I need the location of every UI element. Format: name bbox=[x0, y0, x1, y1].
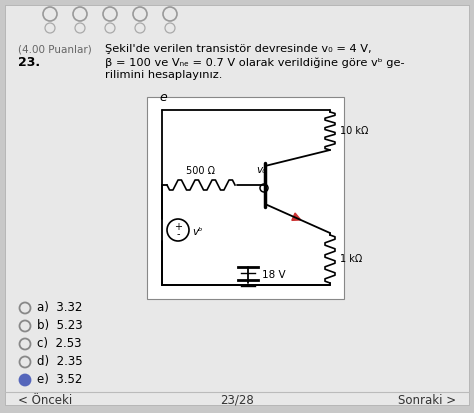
Text: a)  3.32: a) 3.32 bbox=[37, 301, 82, 315]
Text: +: + bbox=[174, 222, 182, 232]
Text: c)  2.53: c) 2.53 bbox=[37, 337, 82, 351]
Circle shape bbox=[260, 184, 268, 192]
Text: 18 V: 18 V bbox=[262, 270, 286, 280]
Text: 1 kΩ: 1 kΩ bbox=[340, 254, 362, 264]
Text: 23/28: 23/28 bbox=[220, 394, 254, 406]
FancyBboxPatch shape bbox=[5, 5, 469, 405]
Text: -: - bbox=[176, 229, 180, 239]
Text: 500 Ω: 500 Ω bbox=[186, 166, 216, 176]
Text: vᵇ: vᵇ bbox=[192, 227, 202, 237]
Text: (4.00 Puanlar): (4.00 Puanlar) bbox=[18, 44, 92, 54]
Text: Şekil'de verilen transistör devresinde v₀ = 4 V,: Şekil'de verilen transistör devresinde v… bbox=[105, 44, 372, 54]
Text: d)  2.35: d) 2.35 bbox=[37, 356, 82, 368]
Text: β = 100 ve Vₙₑ = 0.7 V olarak verildiğine göre vᵇ ge-: β = 100 ve Vₙₑ = 0.7 V olarak verildiğin… bbox=[105, 57, 405, 67]
Text: e: e bbox=[159, 91, 167, 104]
Text: v₀: v₀ bbox=[256, 165, 266, 175]
FancyBboxPatch shape bbox=[147, 97, 344, 299]
Text: Sonraki >: Sonraki > bbox=[398, 394, 456, 406]
Text: rilimini hesaplayınız.: rilimini hesaplayınız. bbox=[105, 70, 222, 80]
Text: < Önceki: < Önceki bbox=[18, 394, 72, 406]
Text: 10 kΩ: 10 kΩ bbox=[340, 126, 368, 136]
Text: 23.: 23. bbox=[18, 56, 40, 69]
Text: b)  5.23: b) 5.23 bbox=[37, 320, 82, 332]
Text: e)  3.52: e) 3.52 bbox=[37, 373, 82, 387]
Circle shape bbox=[19, 375, 30, 385]
Polygon shape bbox=[292, 213, 301, 221]
